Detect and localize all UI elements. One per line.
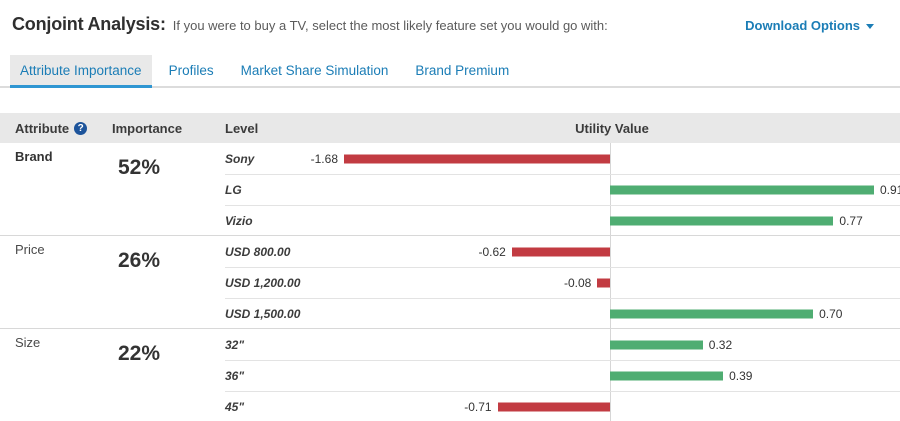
table-body: Brand 52% Sony -1.68 LG 0.91 Vizio 0.77 Price 26%… bbox=[0, 143, 900, 421]
attribute-name: Price bbox=[15, 242, 45, 257]
level-row-usd-800-00: USD 800.00 -0.62 bbox=[225, 236, 900, 267]
level-rows: Sony -1.68 LG 0.91 Vizio 0.77 bbox=[225, 143, 900, 235]
level-label: 32" bbox=[225, 337, 245, 352]
importance-value: 26% bbox=[118, 249, 161, 272]
level-chart: 0.70 bbox=[335, 299, 890, 329]
level-label: 45" bbox=[225, 400, 245, 414]
level-chart: -0.62 bbox=[335, 236, 890, 267]
utility-bar bbox=[610, 340, 703, 349]
level-row-sony: Sony -1.68 bbox=[225, 143, 900, 174]
level-row-45: 45" -0.71 bbox=[225, 391, 900, 421]
tab-brand-premium[interactable]: Brand Premium bbox=[415, 63, 510, 78]
level-label: USD 1,200.00 bbox=[225, 276, 301, 290]
importance-value: 52% bbox=[118, 156, 161, 179]
level-chart: -0.71 bbox=[335, 392, 890, 421]
utility-value-label: 0.91 bbox=[880, 183, 900, 197]
level-row-36: 36" 0.39 bbox=[225, 360, 900, 391]
utility-value-label: 0.39 bbox=[729, 369, 753, 383]
importance-value: 22% bbox=[118, 342, 161, 365]
attribute-name: Size bbox=[15, 335, 41, 350]
utility-bar bbox=[610, 216, 834, 226]
attribute-section-brand: Brand 52% Sony -1.68 LG 0.91 Vizio 0.77 bbox=[0, 143, 900, 236]
utility-bar bbox=[497, 402, 610, 412]
utility-value-label: 0.70 bbox=[819, 307, 843, 321]
utility-value-label: -0.08 bbox=[563, 276, 592, 290]
page-header: Conjoint Analysis: If you were to buy a … bbox=[0, 0, 900, 55]
level-row-vizio: Vizio 0.77 bbox=[225, 205, 900, 236]
chevron-down-icon bbox=[866, 24, 874, 29]
table-header: Attribute ? Importance Level Utility Val… bbox=[0, 113, 900, 143]
utility-value-label: -1.68 bbox=[310, 151, 338, 166]
utility-bar bbox=[610, 309, 814, 319]
page-description: If you were to buy a TV, select the most… bbox=[172, 18, 608, 33]
level-label: Sony bbox=[225, 151, 255, 166]
level-chart: 0.91 bbox=[335, 175, 900, 205]
level-label: LG bbox=[225, 183, 242, 197]
level-label: USD 1,500.00 bbox=[225, 307, 301, 321]
utility-bar bbox=[610, 185, 874, 195]
column-header-utility-value: Utility Value bbox=[575, 120, 649, 136]
tab-bar: Attribute Importance Profiles Market Share… bbox=[0, 55, 900, 88]
level-row-usd-1-500-00: USD 1,500.00 0.70 bbox=[225, 298, 900, 329]
level-chart: -0.08 bbox=[335, 268, 890, 298]
tab-market-share-simulation[interactable]: Market Share Simulation bbox=[240, 63, 389, 78]
attribute-section-size: Size 22% 32" 0.32 36" 0.39 45" -0.71 bbox=[0, 329, 900, 421]
level-chart: 0.32 bbox=[335, 329, 890, 360]
utility-value-label: 0.77 bbox=[839, 214, 863, 228]
utility-bar bbox=[610, 371, 724, 381]
level-label: USD 800.00 bbox=[225, 244, 291, 259]
utility-bar bbox=[597, 278, 610, 288]
page-title: Conjoint Analysis: bbox=[12, 14, 166, 34]
column-header-importance: Importance bbox=[112, 120, 183, 136]
help-icon[interactable]: ? bbox=[74, 121, 88, 135]
tab-attribute-importance[interactable]: Attribute Importance bbox=[10, 55, 152, 88]
utility-value-label: -0.62 bbox=[478, 244, 506, 259]
level-label: 36" bbox=[225, 369, 245, 383]
level-chart: 0.39 bbox=[335, 361, 890, 391]
download-options-button[interactable]: Download Options bbox=[745, 18, 874, 33]
tab-profiles[interactable]: Profiles bbox=[168, 63, 214, 78]
utility-value-label: 0.32 bbox=[708, 337, 733, 352]
column-header-level: Level bbox=[225, 120, 259, 136]
zero-axis-line bbox=[610, 143, 611, 421]
level-rows: 32" 0.32 36" 0.39 45" -0.71 bbox=[225, 329, 900, 421]
utility-value-label: -0.71 bbox=[464, 400, 492, 414]
level-rows: USD 800.00 -0.62 USD 1,200.00 -0.08 USD 1,50… bbox=[225, 236, 900, 328]
utility-bar bbox=[511, 247, 610, 256]
title-wrap: Conjoint Analysis: If you were to buy a … bbox=[12, 14, 608, 35]
level-chart: -1.68 bbox=[311, 143, 890, 174]
level-row-lg: LG 0.91 bbox=[225, 174, 900, 205]
column-header-attribute: Attribute ? bbox=[0, 121, 110, 136]
utility-bar bbox=[344, 154, 610, 163]
level-row-32: 32" 0.32 bbox=[225, 329, 900, 360]
level-label: Vizio bbox=[225, 214, 253, 228]
attribute-name: Brand bbox=[15, 149, 53, 164]
attribute-section-price: Price 26% USD 800.00 -0.62 USD 1,200.00 -0.08… bbox=[0, 236, 900, 329]
download-options-label: Download Options bbox=[745, 18, 860, 33]
level-chart: 0.77 bbox=[335, 206, 890, 236]
level-row-usd-1-200-00: USD 1,200.00 -0.08 bbox=[225, 267, 900, 298]
attribute-header-label: Attribute bbox=[15, 120, 70, 136]
